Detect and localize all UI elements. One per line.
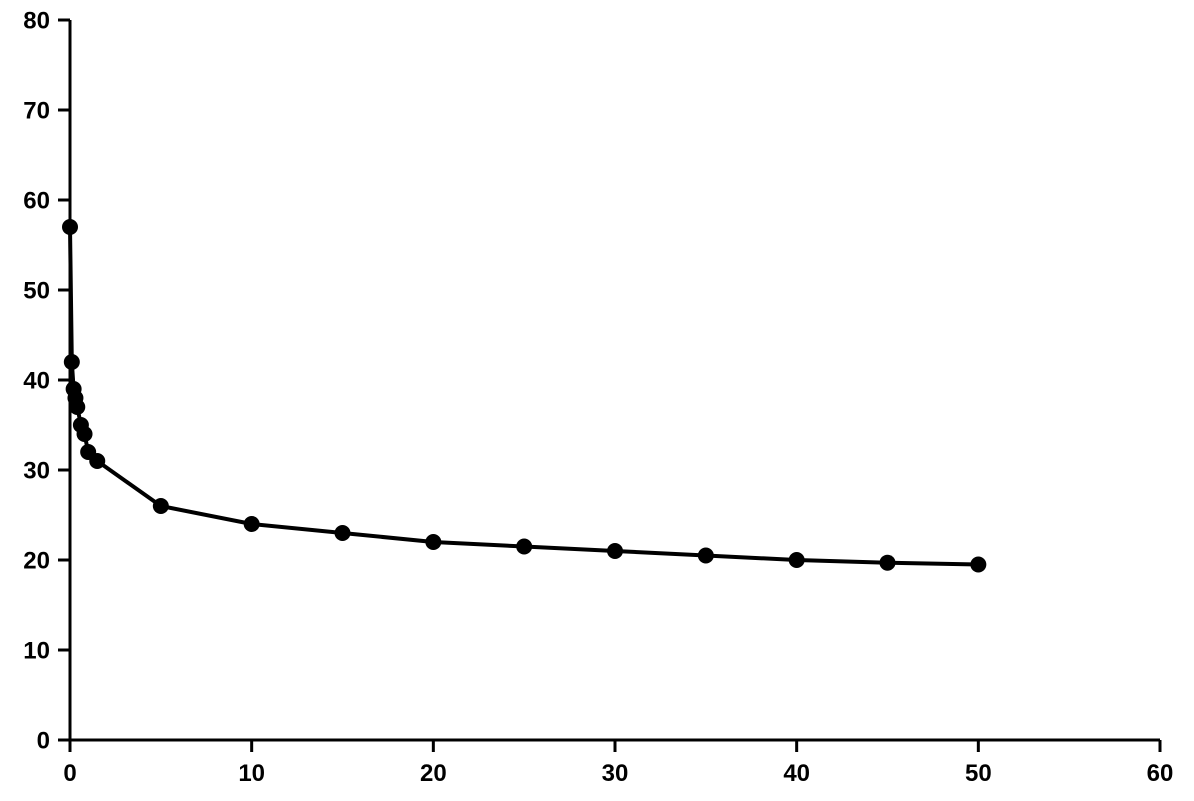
y-tick-label: 10 [23,637,50,664]
y-tick-label: 0 [37,727,50,754]
y-tick-label: 20 [23,547,50,574]
series-marker [880,555,896,571]
x-tick-label: 0 [63,760,76,787]
series-marker [516,539,532,555]
x-tick-label: 20 [420,760,447,787]
y-tick-label: 50 [23,277,50,304]
x-tick-label: 40 [783,760,810,787]
series-marker [335,525,351,541]
series-marker [64,354,80,370]
series-marker [69,399,85,415]
series-marker [607,543,623,559]
y-tick-label: 60 [23,187,50,214]
x-tick-label: 30 [602,760,629,787]
series-marker [970,557,986,573]
series-marker [62,219,78,235]
y-tick-label: 70 [23,97,50,124]
x-tick-label: 50 [965,760,992,787]
y-tick-label: 40 [23,367,50,394]
series-marker [425,534,441,550]
chart-background [0,0,1194,801]
series-marker [698,548,714,564]
x-tick-label: 10 [238,760,265,787]
series-marker [77,426,93,442]
series-marker [789,552,805,568]
series-marker [244,516,260,532]
line-chart: 0 10 20 30 40 50 60 0 10 20 30 40 50 60 70 80 [0,0,1194,801]
x-tick-label: 60 [1147,760,1174,787]
y-tick-label: 80 [23,7,50,34]
series-marker [153,498,169,514]
y-tick-label: 30 [23,457,50,484]
series-marker [89,453,105,469]
chart-container: 0 10 20 30 40 50 60 0 10 20 30 40 50 60 70 80 [0,0,1194,801]
